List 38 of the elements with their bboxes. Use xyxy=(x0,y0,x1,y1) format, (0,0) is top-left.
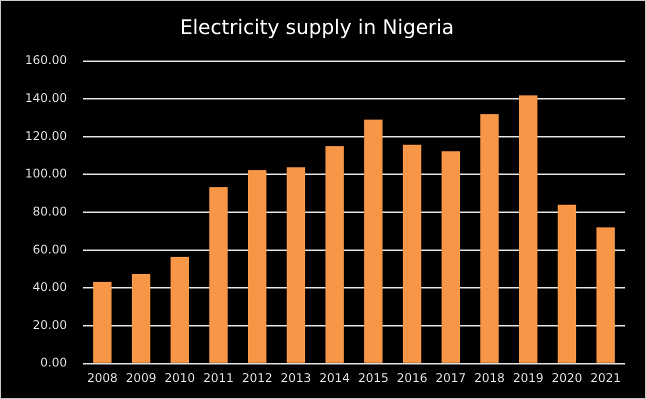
bar xyxy=(248,170,266,363)
x-tick-label: 2021 xyxy=(590,370,621,385)
x-tick-label: 2014 xyxy=(319,370,350,385)
bar xyxy=(519,95,538,363)
x-tick-label: 2016 xyxy=(396,370,428,385)
y-tick-label: 100.00 xyxy=(24,166,67,181)
x-tick-label: 2010 xyxy=(164,370,196,385)
x-tick-label: 2015 xyxy=(358,370,389,385)
bar xyxy=(170,256,189,363)
bar xyxy=(286,167,306,363)
bar xyxy=(442,151,460,363)
bar xyxy=(480,114,499,363)
x-tick-label: 2020 xyxy=(552,370,582,385)
y-tick-label: 160.00 xyxy=(24,53,67,68)
x-tick-label: 2011 xyxy=(203,370,234,385)
x-tick-label: 2009 xyxy=(126,370,156,385)
bar xyxy=(209,187,228,363)
x-tick-label: 2008 xyxy=(87,370,118,385)
bar xyxy=(93,282,112,363)
bar xyxy=(596,227,615,363)
bar xyxy=(132,274,150,363)
y-tick-label: 40.00 xyxy=(32,280,67,294)
bar xyxy=(402,144,422,363)
y-tick-label: 80.00 xyxy=(32,204,67,218)
x-tick-label: 2017 xyxy=(436,370,466,385)
bar xyxy=(558,204,576,363)
y-tick-label: 20.00 xyxy=(32,318,67,332)
y-tick-label: 120.00 xyxy=(24,128,67,143)
y-tick-label: 0.00 xyxy=(40,356,67,370)
y-tick-label: 140.00 xyxy=(24,90,67,105)
x-tick-label: 2012 xyxy=(242,370,272,385)
x-tick-label: 2013 xyxy=(280,370,312,385)
x-tick-label: 2019 xyxy=(512,370,544,385)
chart-title: Electricity supply in Nigeria xyxy=(180,15,454,40)
y-tick-label: 60.00 xyxy=(32,242,67,256)
bar xyxy=(364,120,383,363)
x-tick-label: 2018 xyxy=(474,370,505,385)
bar xyxy=(325,146,344,363)
